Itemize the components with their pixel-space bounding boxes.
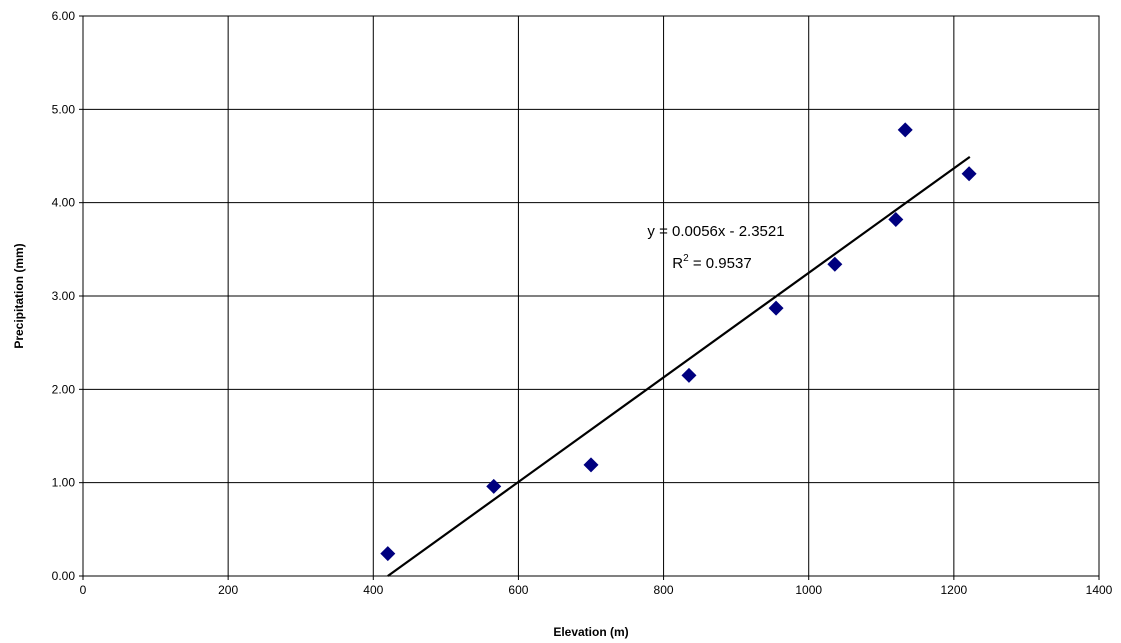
y-tick-label: 1.00 <box>52 476 76 490</box>
data-point <box>827 256 843 272</box>
y-axis-title: Precipitation (mm) <box>12 243 26 348</box>
x-tick-label: 400 <box>363 583 383 597</box>
data-point <box>897 122 913 138</box>
y-tick-label: 3.00 <box>52 289 76 303</box>
gridlines <box>82 15 1100 577</box>
y-tick-label: 5.00 <box>52 102 76 116</box>
trendline-group <box>387 155 971 577</box>
trendline <box>387 155 971 577</box>
x-tick-label: 1400 <box>1086 583 1113 597</box>
data-points <box>380 122 977 562</box>
x-axis-title: Elevation (m) <box>553 625 628 639</box>
y-tick-label: 2.00 <box>52 382 76 396</box>
x-tick-label: 200 <box>218 583 238 597</box>
x-tick-label: 1200 <box>941 583 968 597</box>
r-squared-exponent: 2 <box>683 253 689 264</box>
data-point <box>888 211 904 227</box>
r-squared-symbol: R <box>672 255 683 272</box>
data-point <box>380 546 396 562</box>
data-point <box>486 478 502 494</box>
data-point <box>583 457 599 473</box>
x-tick-label: 800 <box>654 583 674 597</box>
axis-ticks: 0 200 400 600 800 1000 1200 1400 0.00 1.00 2.00 3.0… <box>52 9 1113 597</box>
x-tick-label: 0 <box>80 583 87 597</box>
y-tick-label: 6.00 <box>52 9 76 23</box>
y-tick-label: 0.00 <box>52 569 76 583</box>
data-point <box>961 166 977 182</box>
y-tick-label: 4.00 <box>52 196 76 210</box>
data-point <box>681 367 697 383</box>
trendline-r-squared: R2 = 0.9537 <box>672 253 751 272</box>
x-tick-label: 600 <box>508 583 528 597</box>
r-squared-value: = 0.9537 <box>689 255 752 272</box>
data-point <box>768 300 784 316</box>
x-tick-label: 1000 <box>795 583 822 597</box>
trendline-equation: y = 0.0056x - 2.3521 <box>647 223 784 240</box>
